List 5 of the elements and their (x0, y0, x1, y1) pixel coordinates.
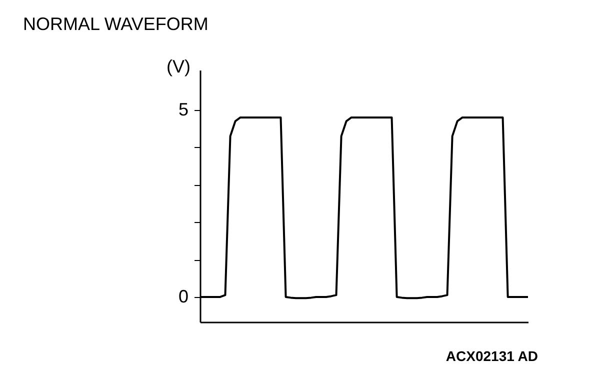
chart-title: NORMAL WAVEFORM (23, 14, 208, 34)
y-tick-label: 5 (178, 100, 188, 120)
text: ACX02131 AD (446, 348, 538, 364)
y-axis-title: (V) (166, 56, 190, 76)
y-tick-label: 0 (178, 286, 188, 306)
